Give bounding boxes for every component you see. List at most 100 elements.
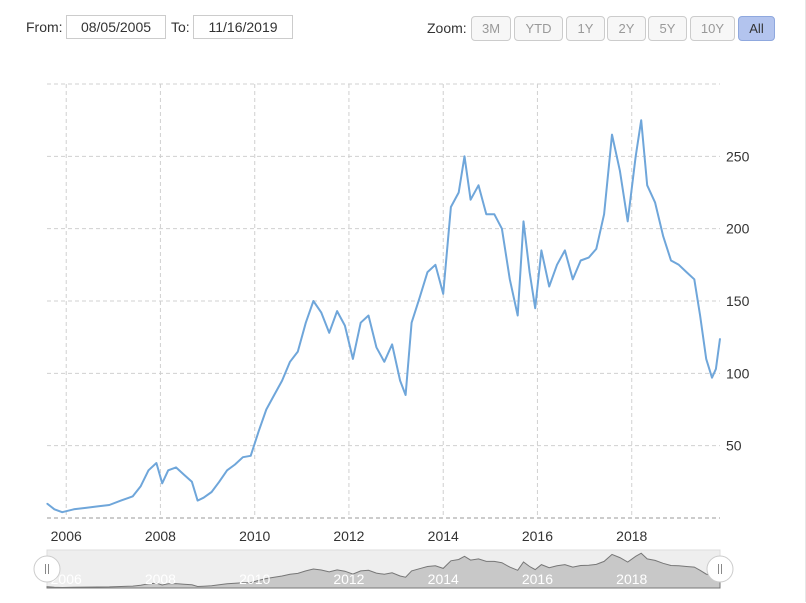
data-point	[588, 257, 590, 259]
data-point	[564, 249, 566, 251]
data-point	[250, 455, 252, 457]
data-point	[132, 495, 134, 497]
data-point	[383, 361, 385, 363]
data-point	[418, 297, 421, 299]
zoom-1y-button[interactable]: 1Y	[566, 16, 605, 41]
data-point	[242, 456, 244, 458]
zoom-all-button[interactable]: All	[738, 16, 775, 41]
from-date-input[interactable]: 08/05/2005	[66, 15, 166, 39]
data-point	[693, 278, 695, 280]
data-point	[161, 482, 163, 484]
data-point	[646, 184, 648, 186]
zoom-label: Zoom:	[427, 20, 467, 36]
data-point	[426, 271, 429, 273]
data-point	[463, 155, 466, 157]
zoom-5y-button[interactable]: 5Y	[648, 16, 687, 41]
data-point	[635, 155, 637, 157]
data-point	[53, 508, 55, 510]
data-point	[404, 394, 407, 396]
data-point	[705, 358, 707, 360]
x-tick-label: 2014	[428, 528, 459, 544]
data-point	[458, 191, 460, 194]
data-point	[493, 213, 495, 215]
data-point	[611, 134, 613, 136]
data-point	[175, 466, 177, 468]
to-label: To:	[171, 19, 190, 35]
data-point	[73, 508, 75, 510]
data-point	[501, 228, 503, 230]
data-point	[375, 346, 378, 348]
data-point	[719, 338, 721, 340]
data-point	[96, 505, 99, 508]
data-point	[273, 394, 275, 396]
data-point	[218, 481, 220, 483]
data-point	[336, 310, 338, 312]
data-point	[572, 278, 574, 280]
data-point	[699, 314, 701, 317]
data-point	[711, 377, 713, 379]
data-point	[85, 507, 87, 509]
data-point	[399, 379, 401, 382]
navigator-tick-label: 2018	[616, 571, 647, 587]
data-point	[548, 285, 550, 288]
data-point	[234, 463, 236, 466]
data-point	[140, 485, 142, 487]
data-point	[289, 361, 291, 363]
navigator-tick-label: 2008	[145, 571, 176, 587]
navigator-left-handle[interactable]	[33, 555, 61, 583]
data-point	[147, 469, 150, 471]
data-point	[312, 300, 315, 302]
data-point	[715, 368, 717, 370]
navigator-tick-label: 2006	[51, 571, 82, 587]
data-point	[442, 293, 444, 295]
data-point	[258, 430, 260, 432]
navigator-tick-label: 2012	[333, 571, 364, 587]
navigator-tick-label: 2016	[522, 571, 553, 587]
zoom-3m-button[interactable]: 3M	[471, 16, 511, 41]
data-point	[360, 322, 362, 324]
navigator-background	[46, 549, 721, 589]
data-point	[603, 213, 605, 215]
data-point	[391, 343, 393, 345]
to-date-input[interactable]: 11/16/2019	[193, 15, 293, 39]
data-point	[670, 259, 672, 262]
x-tick-label: 2016	[522, 528, 553, 544]
data-point	[281, 379, 283, 382]
data-point	[627, 220, 629, 223]
y-tick-label: 50	[726, 438, 742, 454]
x-tick-label: 2010	[239, 528, 270, 544]
data-point	[155, 462, 158, 464]
data-point	[556, 264, 558, 266]
navigator-tick-label: 2014	[428, 571, 459, 587]
data-point	[469, 199, 472, 201]
x-tick-label: 2008	[145, 528, 176, 544]
data-point	[517, 314, 519, 317]
y-tick-label: 150	[726, 293, 750, 309]
data-point	[46, 502, 48, 505]
data-point	[120, 500, 122, 502]
data-point	[619, 170, 621, 172]
data-point	[328, 332, 330, 334]
data-point	[108, 504, 110, 506]
x-tick-label: 2006	[51, 528, 82, 544]
data-point	[167, 469, 169, 471]
data-point	[320, 311, 322, 314]
zoom-ytd-button[interactable]: YTD	[514, 16, 563, 41]
data-point	[183, 474, 185, 476]
data-point	[685, 271, 688, 273]
data-point	[305, 322, 307, 324]
data-point	[196, 500, 199, 502]
navigator-right-handle[interactable]	[706, 555, 734, 583]
zoom-10y-button[interactable]: 10Y	[690, 16, 735, 41]
zoom-2y-button[interactable]: 2Y	[607, 16, 646, 41]
navigator-tick-label: 2010	[239, 571, 270, 587]
y-tick-label: 250	[726, 148, 750, 164]
from-label: From:	[26, 19, 63, 35]
data-point	[662, 235, 664, 237]
data-point	[191, 481, 193, 483]
data-point	[450, 206, 452, 208]
data-point	[654, 202, 656, 204]
data-point	[540, 249, 543, 251]
